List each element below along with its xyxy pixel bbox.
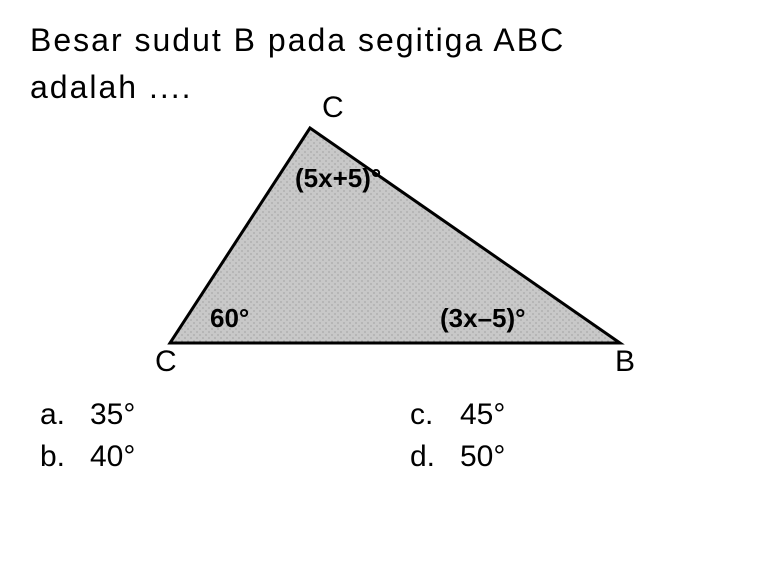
answer-c: c. 45°: [410, 398, 760, 432]
answer-a-value: 35°: [90, 398, 135, 432]
answer-a: a. 35°: [40, 398, 390, 432]
answer-d: d. 50°: [410, 440, 760, 474]
answer-b: b. 40°: [40, 440, 390, 474]
triangle-diagram: C C B (5x+5)° 60° (3x–5)°: [130, 103, 650, 383]
vertex-left-label: C: [155, 345, 177, 379]
triangle-svg: [130, 103, 650, 383]
question-line2: adalah ....: [30, 67, 730, 109]
answer-c-value: 45°: [460, 398, 505, 432]
answer-b-value: 40°: [90, 440, 135, 474]
angle-top-label: (5x+5)°: [295, 163, 381, 194]
angle-left-label: 60°: [210, 303, 249, 334]
answer-d-letter: d.: [410, 440, 460, 474]
angle-right-label: (3x–5)°: [440, 303, 526, 334]
question-line1: Besar sudut B pada segitiga ABC: [30, 20, 730, 62]
answer-c-letter: c.: [410, 398, 460, 432]
answer-d-value: 50°: [460, 440, 505, 474]
answer-b-letter: b.: [40, 440, 90, 474]
question-block: Besar sudut B pada segitiga ABC adalah .…: [30, 20, 730, 108]
answer-a-letter: a.: [40, 398, 90, 432]
vertex-top-label: C: [322, 91, 344, 125]
vertex-right-label: B: [615, 345, 635, 379]
answers-grid: a. 35° c. 45° b. 40° d. 50°: [40, 398, 730, 474]
